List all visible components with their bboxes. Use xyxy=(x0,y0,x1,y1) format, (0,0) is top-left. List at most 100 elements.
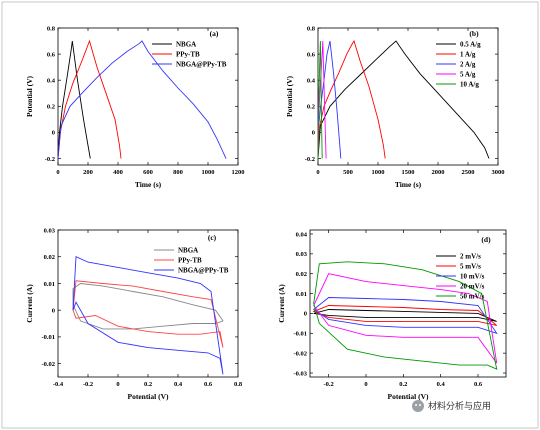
y-tick-label: 0.8 xyxy=(307,25,316,32)
wechat-icon xyxy=(412,400,424,412)
series-line-0 xyxy=(57,40,91,159)
x-tick-label: 1000 xyxy=(372,169,385,176)
x-tick-label: 200 xyxy=(83,169,93,176)
x-tick-label: 600 xyxy=(143,169,153,176)
legend-label: 10 A/g xyxy=(460,81,479,89)
x-tick-label: 2500 xyxy=(462,169,475,176)
panel-label: (c) xyxy=(208,233,217,242)
legend-label: NBGA xyxy=(176,41,196,49)
x-tick-label: 1500 xyxy=(402,169,415,176)
y-tick-label: -0.03 xyxy=(293,370,307,377)
y-tick-label: 0 xyxy=(52,130,55,137)
y-axis-label: Potential (V) xyxy=(285,75,294,117)
x-tick-label: -0.2 xyxy=(324,381,334,388)
x-tick-label: 1200 xyxy=(232,169,245,176)
panel-label: (a) xyxy=(210,29,219,38)
y-tick-label: 0.02 xyxy=(44,254,55,261)
legend-label: 5 A/g xyxy=(460,71,476,79)
legend-label: 2 mV/s xyxy=(460,253,481,261)
x-tick-label: 0.2 xyxy=(399,381,407,388)
legend-label: 2 A/g xyxy=(460,61,476,69)
y-tick-label: 0.6 xyxy=(307,51,316,58)
y-tick-label: 0 xyxy=(52,307,55,314)
legend-label: 1 A/g xyxy=(460,51,476,59)
y-tick-label: 0.01 xyxy=(296,291,307,298)
y-tick-label: 0.6 xyxy=(47,51,56,58)
series-line-0 xyxy=(72,283,224,330)
y-tick-label: -0.02 xyxy=(293,350,307,357)
y-tick-label: 0.03 xyxy=(44,227,56,234)
y-axis-label: Current (A) xyxy=(277,284,286,323)
legend-label: NBGA xyxy=(178,247,198,255)
x-tick-label: 0.6 xyxy=(474,381,483,388)
panel-label: (d) xyxy=(481,235,491,244)
x-axis-label: Potential (V) xyxy=(387,392,429,401)
series-line-0 xyxy=(313,309,497,322)
x-tick-label: 1000 xyxy=(202,169,215,176)
series-line-1 xyxy=(72,280,224,348)
watermark: 材料分析与应用 xyxy=(412,400,491,412)
series-line-1 xyxy=(317,39,386,159)
x-tick-label: 0.6 xyxy=(204,381,213,388)
y-tick-label: -0.01 xyxy=(293,331,307,338)
legend-label: PPy-TB xyxy=(176,51,200,59)
series-line-2 xyxy=(312,297,498,335)
x-tick-label: 2000 xyxy=(432,169,445,176)
x-axis-label: Time (s) xyxy=(395,180,422,189)
y-tick-label: 0.2 xyxy=(47,104,55,111)
legend-label: NBGA@PPy-TB xyxy=(176,61,227,69)
x-tick-label: 400 xyxy=(113,169,123,176)
wechat-icon-eye-left xyxy=(415,404,417,406)
y-tick-label: 0.04 xyxy=(296,231,308,238)
y-axis-label: Potential (V) xyxy=(25,75,34,117)
x-tick-label: 0.4 xyxy=(437,381,446,388)
series-line-1 xyxy=(312,305,497,326)
plot-frame xyxy=(57,229,239,378)
plot-frame xyxy=(317,27,499,166)
series-line-1 xyxy=(57,39,122,159)
x-tick-label: 0 xyxy=(364,381,367,388)
x-tick-label: 3000 xyxy=(492,169,505,176)
x-tick-label: 0.8 xyxy=(234,381,243,388)
panel-label: (b) xyxy=(469,29,479,38)
plot-frame xyxy=(309,229,507,378)
y-tick-label: 0.01 xyxy=(44,281,55,288)
legend-label: PPy-TB xyxy=(178,257,202,265)
legend-label: 0.5 A/g xyxy=(460,41,481,49)
y-tick-label: 0 xyxy=(304,311,307,318)
x-tick-label: 0 xyxy=(56,169,59,176)
y-tick-label: 0.2 xyxy=(307,104,315,111)
panels-group: 0 200 400 600 800 1000 1200 -0.2 0 0.2 0.4 0.6 0.8 Ti… xyxy=(25,25,507,401)
series-line-3 xyxy=(313,273,498,364)
chart-panel-2: -0.4 -0.2 0 0.2 0.4 0.6 0.8 -0.02 -0.01 0 0.01 0.02… xyxy=(25,227,243,401)
series-line-0 xyxy=(317,40,490,159)
chart-panel-0: 0 200 400 600 800 1000 1200-0.200.20.40.60.8Ti… xyxy=(25,25,245,189)
series-line-4 xyxy=(313,261,498,370)
legend-label: 5 mV/s xyxy=(460,263,481,271)
legend-label: 50 mV/s xyxy=(460,293,485,301)
x-tick-label: 0 xyxy=(316,169,319,176)
x-tick-label: 0.2 xyxy=(144,381,152,388)
y-tick-label: -0.01 xyxy=(41,334,55,341)
y-tick-label: 0.4 xyxy=(307,77,316,84)
legend-label: 10 mV/s xyxy=(460,273,485,281)
x-tick-label: 0.4 xyxy=(174,381,183,388)
x-tick-label: 800 xyxy=(173,169,183,176)
y-tick-label: 0.8 xyxy=(47,25,56,32)
series-line-4 xyxy=(317,40,323,159)
y-tick-label: 0.03 xyxy=(296,251,308,258)
y-axis-label: Current (A) xyxy=(25,284,34,323)
x-tick-label: 500 xyxy=(343,169,353,176)
legend-label: 20 mV/s xyxy=(460,283,485,291)
wechat-icon-eye-right xyxy=(419,404,421,406)
series-line-2 xyxy=(57,40,227,159)
y-tick-label: 0 xyxy=(312,130,315,137)
y-tick-label: 0.4 xyxy=(47,77,56,84)
x-axis-label: Time (s) xyxy=(135,180,162,189)
legend-label: NBGA@PPy-TB xyxy=(178,267,229,275)
y-tick-label: -0.02 xyxy=(41,361,55,368)
x-tick-label: -0.2 xyxy=(83,381,93,388)
chart-panel-1: 0 500 1000 1500 2000 2500 3000-0.200.20.40.60.… xyxy=(285,25,505,189)
